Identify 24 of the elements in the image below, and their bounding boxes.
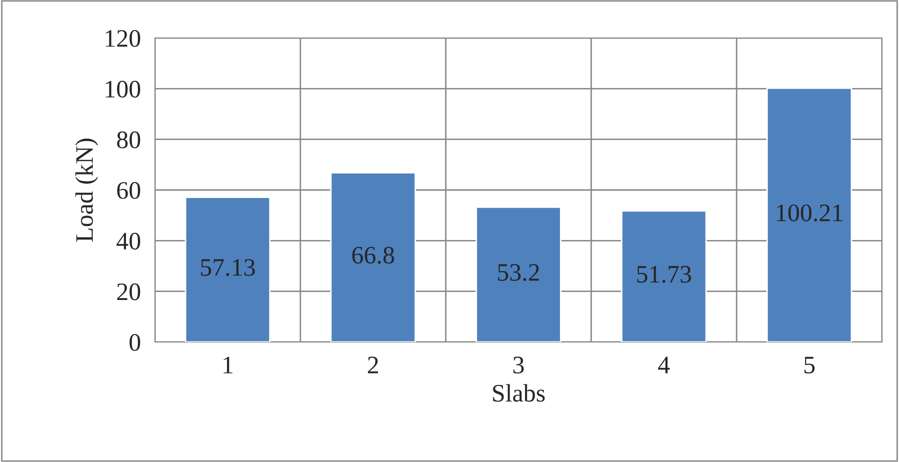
data-label: 53.2: [498, 264, 539, 281]
y-tick-label: 100: [106, 80, 140, 98]
y-tick-label: 0: [130, 334, 140, 351]
y-tick-label: 20: [117, 283, 140, 300]
x-tick-label: 1: [224, 356, 232, 374]
x-tick-label: 3: [513, 356, 524, 374]
data-label: 51.73: [637, 266, 692, 283]
x-tick-label: 5: [804, 356, 815, 374]
bar: [621, 210, 707, 342]
data-label: 100.21: [777, 204, 842, 222]
data-label: 57.13: [201, 259, 255, 276]
x-tick-label: 4: [658, 356, 670, 374]
x-axis-title: Slabs: [493, 384, 545, 402]
y-tick-label: 80: [117, 131, 140, 148]
y-tick-label: 60: [117, 182, 140, 199]
bar: [184, 196, 271, 342]
y-axis-title: Load (kN): [75, 138, 98, 242]
bar: [766, 87, 852, 342]
data-label: 66.8: [352, 246, 394, 264]
y-tick-label: 40: [116, 232, 140, 250]
x-tick-label: 2: [368, 356, 378, 374]
bar: [330, 172, 416, 342]
y-tick-label: 120: [106, 30, 140, 47]
bar: [476, 206, 562, 342]
